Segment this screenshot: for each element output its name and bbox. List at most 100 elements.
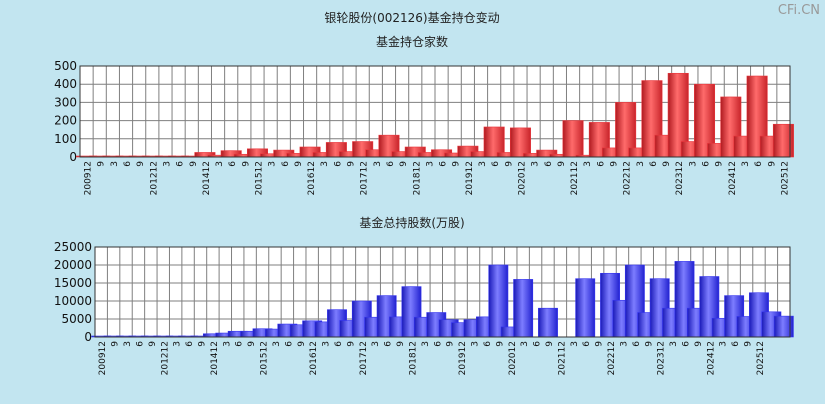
bottom-xtick-label: 201412 <box>210 341 220 375</box>
bottom-xtick-label: 9 <box>297 341 307 347</box>
top-xtick-label: 3 <box>268 161 278 167</box>
top-ytick-label: 200 <box>54 114 77 128</box>
chart-title-top: 基金持仓家数 <box>376 34 448 49</box>
bottom-xtick-label: 9 <box>111 341 121 347</box>
top-xtick-label: 202412 <box>728 161 738 195</box>
top-xtick-label: 201812 <box>412 161 422 195</box>
bottom-xtick-label: 3 <box>669 341 679 347</box>
top-xtick-label: 6 <box>228 161 238 167</box>
top-xtick-label: 6 <box>702 161 712 167</box>
bottom-xtick-label: 201912 <box>458 341 468 375</box>
bottom-bar <box>488 264 509 338</box>
top-xtick-label: 3 <box>425 161 435 167</box>
bottom-xtick-label: 201212 <box>160 341 170 375</box>
top-xtick-label: 3 <box>110 161 120 167</box>
bottom-xtick-label: 6 <box>433 341 443 347</box>
top-xtick-label: 9 <box>189 161 199 167</box>
top-xtick-label: 3 <box>741 161 751 167</box>
top-xtick-label: 6 <box>649 161 659 167</box>
top-xtick-label: 9 <box>136 161 146 167</box>
bottom-xtick-label: 6 <box>384 341 394 347</box>
bottom-xtick-label: 201812 <box>408 341 418 375</box>
bottom-xtick-label: 202012 <box>508 341 518 375</box>
bottom-xtick-label: 3 <box>123 341 133 347</box>
bottom-xtick-label: 3 <box>520 341 530 347</box>
top-xtick-label: 3 <box>478 161 488 167</box>
bottom-xtick-label: 6 <box>334 341 344 347</box>
bottom-xtick-label: 6 <box>533 341 543 347</box>
top-xtick-label: 202512 <box>780 161 790 195</box>
bottom-ytick-label: 20000 <box>54 258 92 272</box>
top-xtick-label: 9 <box>241 161 251 167</box>
bottom-xtick-label: 9 <box>197 341 207 347</box>
top-xtick-label: 6 <box>281 161 291 167</box>
bottom-xtick-label: 9 <box>148 341 158 347</box>
top-xtick-label: 9 <box>715 161 725 167</box>
bottom-xtick-label: 9 <box>595 341 605 347</box>
bottom-ytick-label: 5000 <box>61 312 92 326</box>
bottom-xtick-label: 6 <box>185 341 195 347</box>
top-bar <box>509 127 531 158</box>
bottom-xtick-label: 200912 <box>98 341 108 375</box>
top-xtick-label: 6 <box>386 161 396 167</box>
bottom-ytick-label: 25000 <box>54 240 92 254</box>
top-xtick-label: 9 <box>399 161 409 167</box>
top-xtick-label: 201212 <box>149 161 159 195</box>
top-xtick-label: 9 <box>504 161 514 167</box>
bottom-xtick-label: 6 <box>483 341 493 347</box>
top-xtick-label: 6 <box>176 161 186 167</box>
bottom-xtick-label: 3 <box>272 341 282 347</box>
top-xtick-label: 202112 <box>570 161 580 195</box>
bottom-xtick-label: 9 <box>545 341 555 347</box>
top-xtick-label: 3 <box>636 161 646 167</box>
top-axis-border <box>79 65 791 158</box>
bottom-xtick-label: 9 <box>396 341 406 347</box>
bottom-ytick-label: 0 <box>84 330 92 344</box>
bottom-xtick-label: 3 <box>471 341 481 347</box>
top-xtick-label: 6 <box>439 161 449 167</box>
top-xtick-label: 3 <box>531 161 541 167</box>
bottom-xtick-label: 9 <box>495 341 505 347</box>
bottom-xtick-label: 202112 <box>557 341 567 375</box>
top-xtick-label: 201912 <box>465 161 475 195</box>
bottom-xtick-label: 3 <box>421 341 431 347</box>
bottom-axis-border <box>94 246 791 338</box>
top-xtick-label: 202212 <box>623 161 633 195</box>
page-title: 银轮股份(002126)基金持仓变动 <box>324 10 499 25</box>
top-bar <box>562 120 584 158</box>
bottom-xtick-label: 3 <box>173 341 183 347</box>
top-xtick-label: 201612 <box>307 161 317 195</box>
top-xtick-label: 9 <box>557 161 567 167</box>
bottom-bar <box>773 315 794 338</box>
bottom-xtick-label: 3 <box>222 341 232 347</box>
top-xtick-label: 9 <box>294 161 304 167</box>
bottom-xtick-label: 202412 <box>706 341 716 375</box>
bottom-xtick-label: 201612 <box>309 341 319 375</box>
top-xtick-label: 3 <box>215 161 225 167</box>
bottom-xtick-label: 6 <box>731 341 741 347</box>
chart-title-bottom: 基金总持股数(万股) <box>359 215 464 230</box>
top-xtick-label: 9 <box>610 161 620 167</box>
bottom-xtick-label: 9 <box>694 341 704 347</box>
top-xtick-label: 201512 <box>255 161 265 195</box>
top-xtick-label: 3 <box>162 161 172 167</box>
top-ytick-label: 100 <box>54 132 77 146</box>
top-xtick-label: 9 <box>97 161 107 167</box>
bottom-xtick-label: 201512 <box>260 341 270 375</box>
top-xtick-label: 9 <box>767 161 777 167</box>
top-xtick-label: 6 <box>754 161 764 167</box>
top-ytick-label: 300 <box>54 95 77 109</box>
bottom-xtick-label: 9 <box>644 341 654 347</box>
top-xtick-label: 9 <box>662 161 672 167</box>
bottom-xtick-label: 6 <box>135 341 145 347</box>
bottom-xtick-label: 201712 <box>359 341 369 375</box>
top-xtick-label: 6 <box>123 161 133 167</box>
bottom-xtick-label: 6 <box>582 341 592 347</box>
top-xtick-label: 3 <box>373 161 383 167</box>
bottom-xtick-label: 3 <box>570 341 580 347</box>
top-ytick-label: 0 <box>69 150 77 164</box>
